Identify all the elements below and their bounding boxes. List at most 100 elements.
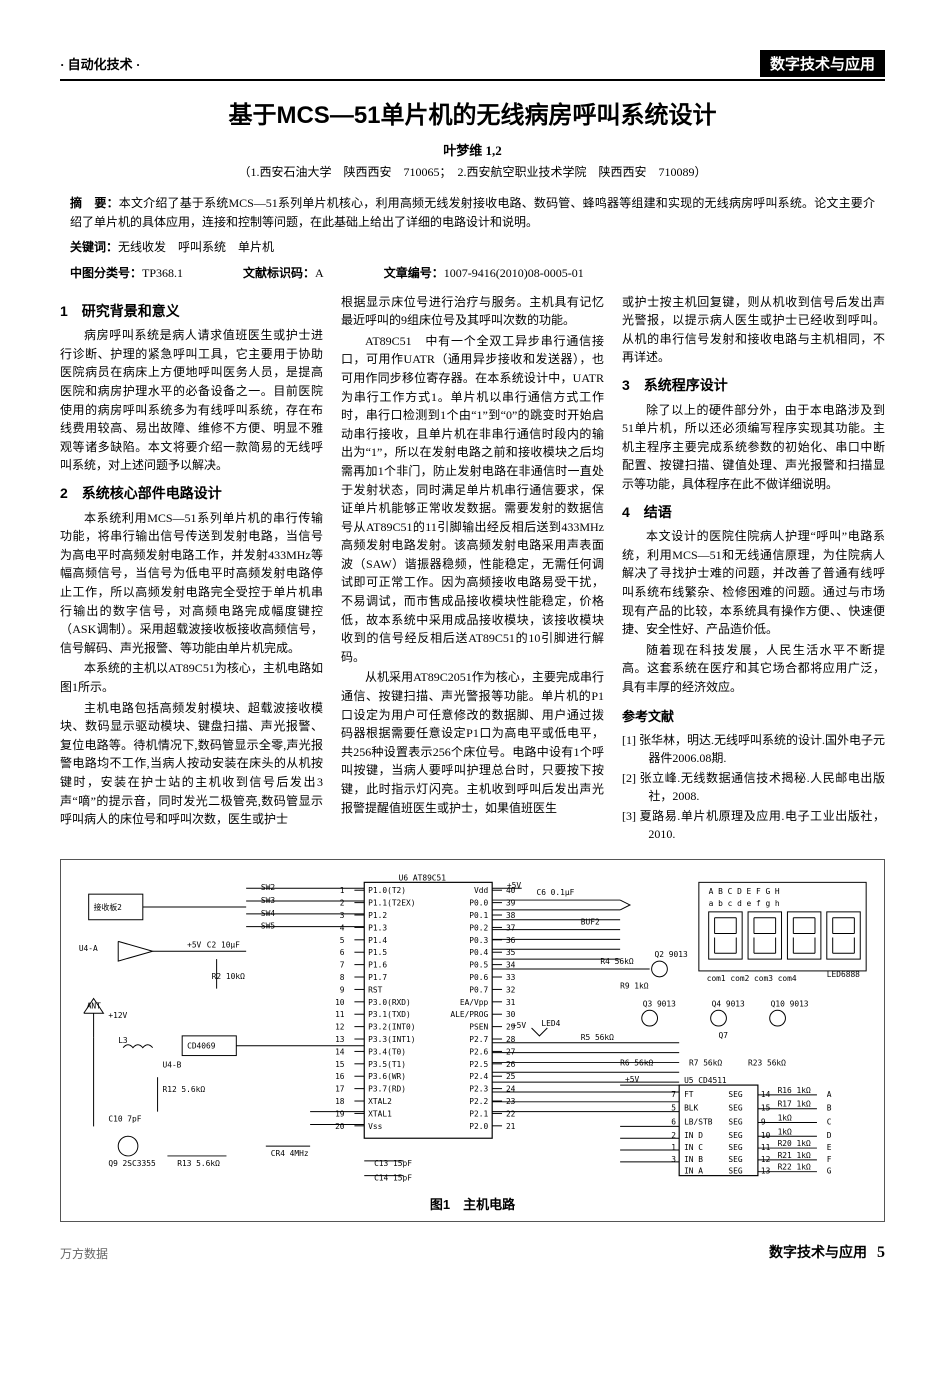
svg-text:3: 3 (340, 911, 345, 920)
svg-text:Q4 9013: Q4 9013 (712, 999, 745, 1008)
svg-text:CD4069: CD4069 (187, 1041, 216, 1050)
svg-text:40: 40 (506, 886, 516, 895)
svg-text:19: 19 (335, 1109, 345, 1118)
svg-text:SW3: SW3 (261, 896, 275, 905)
svg-text:P3.0(RXD): P3.0(RXD) (368, 998, 411, 1007)
ref-2: [2] 张立峰.无线数据通信技术揭秘.人民邮电出版社，2008. (622, 769, 885, 805)
figure-1: U6 AT89C51 SW2 SW3 SW4 SW5 接收板2 U4-A (60, 859, 885, 1222)
footer-db: 万方数据 (60, 1245, 108, 1262)
meta-row: 中图分类号：TP368.1 文献标识码：A 文章编号：1007-9416(201… (70, 264, 875, 281)
seven-seg-icon (709, 912, 861, 959)
svg-text:5: 5 (671, 1103, 676, 1112)
svg-text:P3.6(WR): P3.6(WR) (368, 1072, 406, 1081)
svg-text:R9 1kΩ: R9 1kΩ (620, 981, 649, 990)
sec4-p1: 本文设计的医院住院病人护理“呼叫”电路系统，利用MCS—51和无线通信原理，为住… (622, 527, 885, 639)
sec2-p3: 主机电路包括高频发射模块、超载波接收模块、数码显示驱动模块、键盘扫描、声光报警、… (60, 699, 323, 829)
svg-text:com1 com2 com3 com4: com1 com2 com3 com4 (707, 974, 797, 983)
svg-text:P2.5: P2.5 (469, 1060, 488, 1069)
sec4-p2: 随着现在科技发展，人民生活水平不断提高。这套系统在医疗和其它场合都将应用广泛，具… (622, 641, 885, 697)
svg-text:SW2: SW2 (261, 883, 275, 892)
col-3: 或护士按主机回复键，则从机收到信号后发出声光警报，以提示病人医生或护士已经收到呼… (622, 293, 885, 845)
ref-1: [1] 张华林，明达.无线呼叫系统的设计.国外电子元器件2006.08期. (622, 731, 885, 767)
svg-text:U6 AT89C51: U6 AT89C51 (399, 873, 447, 882)
svg-text:R23 56kΩ: R23 56kΩ (748, 1058, 786, 1067)
svg-text:Q10 9013: Q10 9013 (771, 999, 809, 1008)
svg-text:Vdd: Vdd (474, 886, 488, 895)
svg-text:R4 56kΩ: R4 56kΩ (600, 957, 633, 966)
svg-text:P1.7: P1.7 (368, 973, 387, 982)
svg-text:P3.1(TXD): P3.1(TXD) (368, 1010, 411, 1019)
svg-text:SW4: SW4 (261, 909, 275, 918)
svg-text:D: D (827, 1131, 832, 1140)
svg-text:A: A (827, 1090, 832, 1099)
svg-text:SEG: SEG (728, 1131, 742, 1140)
svg-text:12: 12 (335, 1022, 345, 1031)
svg-text:36: 36 (506, 936, 516, 945)
svg-text:P3.2(INT0): P3.2(INT0) (368, 1022, 415, 1031)
svg-text:39: 39 (506, 898, 516, 907)
svg-text:P3.5(T1): P3.5(T1) (368, 1060, 406, 1069)
svg-text:P2.7: P2.7 (469, 1035, 488, 1044)
svg-text:R16 1kΩ: R16 1kΩ (778, 1086, 811, 1095)
svg-text:33: 33 (506, 973, 516, 982)
abstract-text: 本文介绍了基于系统MCS—51系列单片机核心，利用高频无线发射接收电路、数码管、… (70, 196, 875, 229)
svg-text:10: 10 (761, 1131, 771, 1140)
svg-text:15: 15 (761, 1103, 771, 1112)
svg-text:7: 7 (340, 960, 345, 969)
col2-p2: AT89C51 中有一个全双工异步串行通信接口，可用作UATR（通用异步接收和发… (341, 332, 604, 667)
sec3-p1: 除了以上的硬件部分外，由于本电路涉及到51单片机，所以还必须编写程序实现其功能。… (622, 401, 885, 494)
svg-text:26: 26 (506, 1060, 516, 1069)
svg-text:16: 16 (335, 1072, 345, 1081)
svg-text:P0.7: P0.7 (469, 985, 488, 994)
svg-text:SEG: SEG (728, 1166, 742, 1175)
svg-text:LED4: LED4 (541, 1019, 560, 1028)
svg-text:38: 38 (506, 911, 516, 920)
svg-text:R6 56kΩ: R6 56kΩ (620, 1058, 653, 1067)
svg-text:C: C (827, 1117, 832, 1126)
svg-text:10: 10 (335, 998, 345, 1007)
svg-text:接收板2: 接收板2 (94, 902, 123, 912)
svg-text:P2.0: P2.0 (469, 1122, 488, 1131)
svg-text:Q7: Q7 (719, 1031, 729, 1040)
svg-text:2: 2 (340, 898, 345, 907)
svg-text:B: B (827, 1103, 832, 1112)
schematic-canvas: U6 AT89C51 SW2 SW3 SW4 SW5 接收板2 U4-A (69, 868, 876, 1188)
author-line: 叶梦维 1,2 (60, 140, 885, 159)
svg-text:SEG: SEG (728, 1090, 742, 1099)
svg-text:14: 14 (335, 1047, 345, 1056)
svg-text:R20 1kΩ: R20 1kΩ (778, 1139, 811, 1148)
refs-head: 参考文献 (622, 707, 885, 727)
sec1-head: 1 研究背景和意义 (60, 301, 323, 323)
svg-text:9: 9 (340, 985, 345, 994)
svg-text:IN B: IN B (684, 1155, 703, 1164)
svg-text:BLK: BLK (684, 1103, 698, 1112)
svg-text:R22 1kΩ: R22 1kΩ (778, 1162, 811, 1171)
svg-text:2: 2 (671, 1131, 676, 1140)
col2-p3: 从机采用AT89C2051作为核心，主要完成串行通信、按键扫描、声光警报等功能。… (341, 668, 604, 817)
svg-text:R12 5.6kΩ: R12 5.6kΩ (162, 1085, 205, 1094)
svg-text:35: 35 (506, 948, 516, 957)
svg-text:A B C D E F G H: A B C D E F G H (709, 887, 780, 896)
abstract-label: 摘 要： (70, 196, 119, 210)
body-columns: 1 研究背景和意义 病房呼叫系统是病人请求值班医生或护士进行诊断、护理的紧急呼叫… (60, 293, 885, 845)
svg-text:R7 56kΩ: R7 56kΩ (689, 1058, 722, 1067)
col-2: 根据显示床位号进行治疗与服务。主机具有记忆最近呼叫的9组床位号及其呼叫次数的功能… (341, 293, 604, 845)
svg-text:U5 CD4511: U5 CD4511 (684, 1076, 727, 1085)
svg-text:P2.6: P2.6 (469, 1047, 488, 1056)
keywords-text: 无线收发 呼叫系统 单片机 (118, 240, 274, 254)
svg-text:P0.1: P0.1 (469, 911, 488, 920)
svg-text:C14 15pF: C14 15pF (374, 1173, 412, 1182)
svg-text:18: 18 (335, 1097, 345, 1106)
keywords: 关键词：无线收发 呼叫系统 单片机 (70, 238, 875, 257)
svg-text:13: 13 (761, 1166, 771, 1175)
header-bar: · 自动化技术 · 数字技术与应用 (60, 50, 885, 81)
svg-text:4: 4 (340, 923, 345, 932)
page: · 自动化技术 · 数字技术与应用 基于MCS—51单片机的无线病房呼叫系统设计… (0, 0, 945, 1292)
svg-text:1: 1 (340, 886, 345, 895)
svg-text:1kΩ: 1kΩ (778, 1113, 792, 1122)
svg-text:23: 23 (506, 1097, 516, 1106)
article-title: 基于MCS—51单片机的无线病房呼叫系统设计 (60, 95, 885, 130)
svg-text:P1.3: P1.3 (368, 923, 387, 932)
svg-text:CR4 4MHz: CR4 4MHz (271, 1149, 309, 1158)
svg-text:P1.6: P1.6 (368, 960, 387, 969)
